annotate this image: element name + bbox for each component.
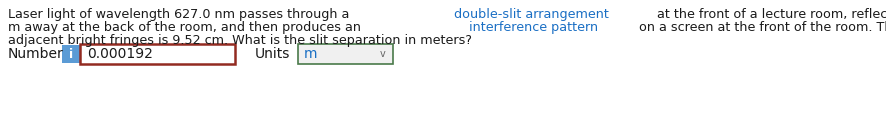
- Text: Laser light of wavelength 627.0 nm passes through a: Laser light of wavelength 627.0 nm passe…: [8, 8, 354, 21]
- Text: Units: Units: [255, 47, 291, 61]
- Text: interference pattern: interference pattern: [469, 21, 598, 34]
- Text: at the front of a lecture room, reflects off a mirror 29.2: at the front of a lecture room, reflects…: [654, 8, 886, 21]
- Text: Number: Number: [8, 47, 64, 61]
- Text: i: i: [69, 47, 73, 60]
- Text: m away at the back of the room, and then produces an: m away at the back of the room, and then…: [8, 21, 365, 34]
- Text: 0.000192: 0.000192: [87, 47, 153, 61]
- Bar: [298, 44, 393, 64]
- Text: adjacent bright fringes is 9.52 cm. What is the slit separation in meters?: adjacent bright fringes is 9.52 cm. What…: [8, 34, 472, 47]
- Text: on a screen at the front of the room. The distance between: on a screen at the front of the room. Th…: [635, 21, 886, 34]
- Bar: [80, 44, 235, 64]
- Text: v: v: [380, 49, 386, 59]
- Text: m: m: [304, 47, 317, 61]
- FancyBboxPatch shape: [62, 45, 80, 63]
- Text: double-slit arrangement: double-slit arrangement: [454, 8, 609, 21]
